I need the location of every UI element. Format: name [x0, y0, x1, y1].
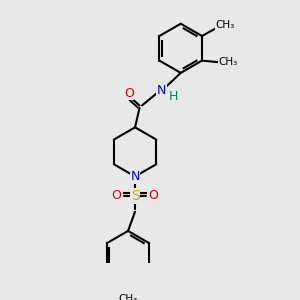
Text: N: N [157, 84, 166, 97]
Text: O: O [148, 189, 158, 202]
Text: CH₃: CH₃ [219, 57, 238, 67]
Text: O: O [112, 189, 122, 202]
Text: N: N [130, 170, 140, 183]
Text: O: O [124, 87, 134, 100]
Text: S: S [131, 189, 140, 203]
Text: CH₃: CH₃ [215, 20, 235, 30]
Text: H: H [169, 90, 178, 103]
Text: CH₃: CH₃ [118, 294, 138, 300]
